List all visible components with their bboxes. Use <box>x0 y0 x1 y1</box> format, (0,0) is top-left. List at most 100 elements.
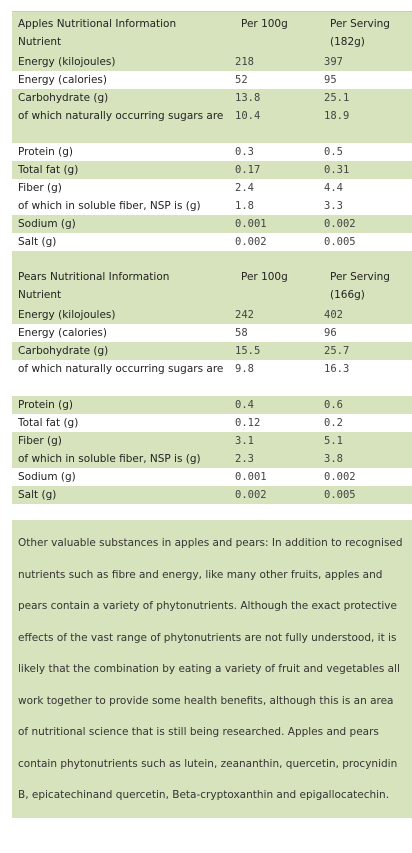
pears-header-row: Pears Nutritional Information Nutrient P… <box>12 265 412 306</box>
table-row: of which in soluble fiber, NSP is (g) 2.… <box>12 450 412 468</box>
row-label: Sodium (g) <box>18 218 76 230</box>
table-row: Energy (kilojoules) 218 397 <box>12 53 412 71</box>
row-serving: 0.5 <box>324 146 343 158</box>
row-per100: 52 <box>235 74 248 86</box>
row-per100: 13.8 <box>235 92 261 104</box>
row-label: of which naturally occurring sugars are <box>18 110 224 122</box>
row-label: of which in soluble fiber, NSP is (g) <box>18 453 201 465</box>
pears-table: Pears Nutritional Information Nutrient P… <box>12 265 412 504</box>
table-row: Sodium (g) 0.001 0.002 <box>12 468 412 486</box>
table-row: Salt (g) 0.002 0.005 <box>12 233 412 251</box>
row-serving: 0.005 <box>324 489 356 501</box>
row-serving: 0.002 <box>324 471 356 483</box>
phytonutrients-note: Other valuable substances in apples and … <box>12 520 412 818</box>
row-per100: 0.17 <box>235 164 261 176</box>
row-per100: 3.1 <box>235 435 254 447</box>
row-per100: 0.12 <box>235 417 261 429</box>
row-per100: 15.5 <box>235 345 261 357</box>
row-serving: 5.1 <box>324 435 343 447</box>
row-per100: 58 <box>235 327 248 339</box>
serving-column-header: Per Serving (182g) <box>324 12 412 53</box>
nutrition-page: Apples Nutritional Information Nutrient … <box>12 0 412 818</box>
row-per100: 9.8 <box>235 363 254 375</box>
nutrient-column-header: Nutrient <box>18 289 62 301</box>
table-row: Total fat (g) 0.12 0.2 <box>12 414 412 432</box>
row-serving: 0.31 <box>324 164 350 176</box>
row-label: Total fat (g) <box>18 164 79 176</box>
row-per100: 2.4 <box>235 182 254 194</box>
row-label: Salt (g) <box>18 236 57 248</box>
row-label: Sodium (g) <box>18 471 76 483</box>
table-row: Carbohydrate (g) 13.8 25.1 <box>12 89 412 107</box>
row-label: Protein (g) <box>18 399 74 411</box>
table-row: Energy (kilojoules) 242 402 <box>12 306 412 324</box>
apples-header-row: Apples Nutritional Information Nutrient … <box>12 11 412 53</box>
row-per100: 0.001 <box>235 218 267 230</box>
row-label: Energy (kilojoules) <box>18 309 116 321</box>
row-serving: 0.2 <box>324 417 343 429</box>
row-label: Energy (calories) <box>18 327 108 339</box>
row-serving: 397 <box>324 56 343 68</box>
row-per100: 0.002 <box>235 489 267 501</box>
row-serving: 96 <box>324 327 337 339</box>
serving-header-line2: (182g) <box>330 36 365 48</box>
row-label: Salt (g) <box>18 489 57 501</box>
table-row: Protein (g) 0.3 0.5 <box>12 143 412 161</box>
row-serving: 18.9 <box>324 110 350 122</box>
table-row-group: of which naturally occurring sugars are … <box>12 360 412 396</box>
row-spacer <box>12 125 412 143</box>
row-per100: 2.3 <box>235 453 254 465</box>
row-label: Energy (calories) <box>18 74 108 86</box>
row-serving: 4.4 <box>324 182 343 194</box>
per100-column-header: Per 100g <box>241 271 288 283</box>
pears-header-nutrient: Pears Nutritional Information Nutrient <box>12 265 235 306</box>
row-serving: 25.7 <box>324 345 350 357</box>
row-label: of which in soluble fiber, NSP is (g) <box>18 200 201 212</box>
table-row: of which naturally occurring sugars are … <box>12 360 412 378</box>
table-row: Energy (calories) 52 95 <box>12 71 412 89</box>
row-label: Carbohydrate (g) <box>18 345 109 357</box>
apples-table-title: Apples Nutritional Information <box>18 18 177 30</box>
row-serving: 0.005 <box>324 236 356 248</box>
row-spacer <box>12 378 412 396</box>
table-row: of which in soluble fiber, NSP is (g) 1.… <box>12 197 412 215</box>
table-row: Total fat (g) 0.17 0.31 <box>12 161 412 179</box>
row-label: Total fat (g) <box>18 417 79 429</box>
table-row-group: Carbohydrate (g) 13.8 25.1 of which natu… <box>12 89 412 143</box>
nutrient-column-header: Nutrient <box>18 36 62 48</box>
table-row: Fiber (g) 2.4 4.4 <box>12 179 412 197</box>
row-per100: 0.3 <box>235 146 254 158</box>
table-row: Carbohydrate (g) 15.5 25.7 <box>12 342 412 360</box>
table-divider <box>12 251 412 265</box>
table-row: Fiber (g) 3.1 5.1 <box>12 432 412 450</box>
row-label: Carbohydrate (g) <box>18 92 109 104</box>
apples-table: Apples Nutritional Information Nutrient … <box>12 11 412 251</box>
row-label: of which naturally occurring sugars are <box>18 363 224 375</box>
row-per100: 0.001 <box>235 471 267 483</box>
row-serving: 95 <box>324 74 337 86</box>
row-per100: 10.4 <box>235 110 261 122</box>
row-serving: 25.1 <box>324 92 350 104</box>
serving-header-line2: (166g) <box>330 289 365 301</box>
table-row: Salt (g) 0.002 0.005 <box>12 486 412 504</box>
pears-table-title: Pears Nutritional Information <box>18 271 170 283</box>
row-serving: 402 <box>324 309 343 321</box>
row-serving: 3.3 <box>324 200 343 212</box>
table-row: of which naturally occurring sugars are … <box>12 107 412 125</box>
apples-header-nutrient: Apples Nutritional Information Nutrient <box>12 12 235 53</box>
row-label: Energy (kilojoules) <box>18 56 116 68</box>
row-serving: 0.002 <box>324 218 356 230</box>
per100-column-header: Per 100g <box>241 18 288 30</box>
row-per100: 1.8 <box>235 200 254 212</box>
row-label: Protein (g) <box>18 146 74 158</box>
table-row: Sodium (g) 0.001 0.002 <box>12 215 412 233</box>
row-per100: 242 <box>235 309 254 321</box>
row-per100: 0.002 <box>235 236 267 248</box>
row-serving: 3.8 <box>324 453 343 465</box>
serving-header-line1: Per Serving <box>330 271 390 283</box>
serving-header-line1: Per Serving <box>330 18 390 30</box>
table-row: Protein (g) 0.4 0.6 <box>12 396 412 414</box>
row-per100: 0.4 <box>235 399 254 411</box>
serving-column-header: Per Serving (166g) <box>324 265 412 306</box>
row-label: Fiber (g) <box>18 182 62 194</box>
